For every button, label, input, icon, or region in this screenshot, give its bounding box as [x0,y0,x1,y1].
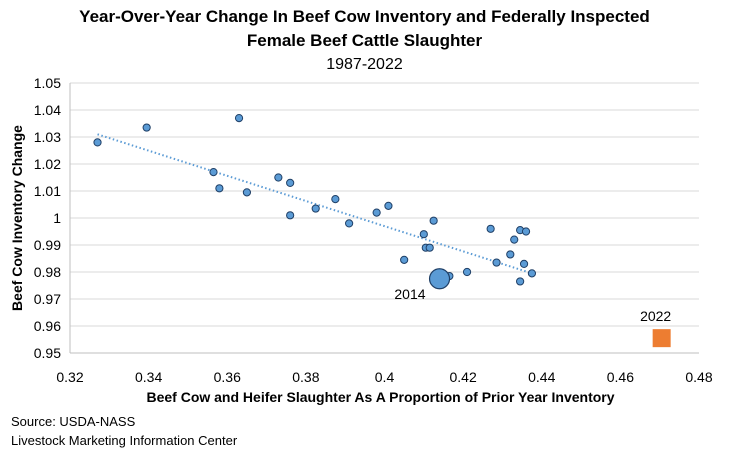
data-point [384,201,393,210]
chart-title-line1: Year-Over-Year Change In Beef Cow Invent… [79,7,650,26]
data-point [345,219,354,228]
label-2022: 2022 [640,308,671,324]
data-point [519,259,529,268]
x-tick-label: 0.42 [450,369,477,385]
data-point [419,230,428,239]
x-tick-label: 0.4 [375,369,395,385]
scatter-chart: 0.95 0.96 0.97 0.98 0.99 1 1.01 1.02 1.03 1.04 1.0… [9,75,713,405]
data-point [516,277,525,286]
x-tick-label: 0.38 [292,369,319,385]
data-point [510,235,519,244]
y-tick-label: 1.02 [34,156,61,172]
data-point [492,258,501,267]
x-tick-label: 0.32 [56,369,83,385]
data-point [429,216,438,225]
data-point [242,188,252,197]
y-tick-label: 0.98 [34,264,61,280]
data-point [286,211,295,220]
y-tick-label: 0.97 [34,291,61,307]
data-point [486,224,495,233]
data-point [400,255,409,264]
data-point [506,250,515,259]
x-tick-label: 0.44 [528,369,555,385]
data-point-2014 [428,268,451,290]
source-note: Source: USDA-NASS [11,414,136,429]
data-point [286,178,295,187]
x-tick-label: 0.34 [135,369,162,385]
data-point [234,114,244,123]
data-point [311,204,320,213]
y-axis-title: Beef Cow Inventory Change [9,125,25,311]
y-tick-label: 0.99 [34,237,61,253]
y-tick-label: 1.05 [34,75,61,91]
data-point [521,227,531,236]
data-point [274,173,283,182]
label-2014: 2014 [394,286,425,302]
chart-title-line2: Female Beef Cattle Slaughter [246,31,483,50]
data-point [527,269,537,278]
trendline [97,133,533,275]
data-point [425,243,434,252]
data-point [372,208,381,217]
data-point-2022 [652,329,671,348]
y-tick-label: 1.04 [34,102,61,118]
x-tick-label: 0.36 [214,369,241,385]
data-point [331,195,340,204]
source-organization: Livestock Marketing Information Center [11,433,238,448]
y-tick-label: 1 [53,210,61,226]
x-tick-label: 0.48 [685,369,712,385]
data-point [215,184,224,193]
y-tick-label: 1.03 [34,129,61,145]
y-tick-label: 0.95 [34,345,61,361]
x-tick-label: 0.46 [607,369,634,385]
y-tick-label: 1.01 [34,183,61,199]
chart-subtitle: 1987-2022 [326,56,403,73]
data-point [93,138,102,147]
x-axis-title: Beef Cow and Heifer Slaughter As A Propo… [146,389,614,405]
y-tick-label: 0.96 [34,318,61,334]
data-point [209,168,218,177]
data-point [142,123,151,132]
data-point [462,267,472,277]
